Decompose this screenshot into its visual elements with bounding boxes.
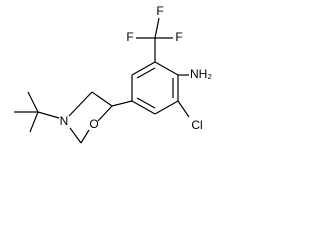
atom-label: F xyxy=(175,30,182,44)
bond xyxy=(68,91,93,117)
bond xyxy=(154,61,179,76)
bond xyxy=(97,105,113,122)
bond xyxy=(69,127,82,144)
bond xyxy=(131,61,156,76)
atom-label: NH₂ xyxy=(190,67,212,81)
bonds xyxy=(14,17,190,144)
bond xyxy=(91,91,113,107)
bond xyxy=(136,67,156,79)
bond xyxy=(131,100,156,115)
bond xyxy=(177,100,190,118)
bond xyxy=(29,111,39,133)
bond xyxy=(27,91,39,113)
molecule: F F F NH₂ Cl N O xyxy=(14,4,212,144)
bond xyxy=(136,97,156,109)
atom-label: F xyxy=(126,30,133,44)
bond xyxy=(37,111,60,119)
atom-label: F xyxy=(156,4,163,18)
bond xyxy=(111,100,133,107)
atom-label: Cl xyxy=(191,118,202,132)
bond xyxy=(80,129,90,144)
atom-label: O xyxy=(89,117,98,131)
bond xyxy=(154,17,160,39)
bond xyxy=(154,100,179,115)
atom-label: N xyxy=(60,114,69,128)
